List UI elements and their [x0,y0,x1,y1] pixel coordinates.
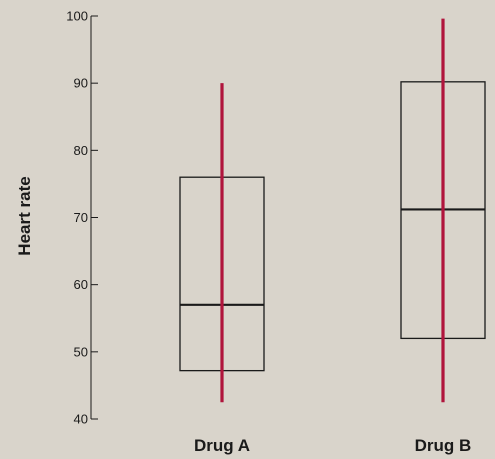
box-drug-b [400,18,486,403]
y-tick-label: 40 [74,412,88,427]
y-axis-title: Heart rate [15,176,34,255]
plot-area [179,18,486,403]
y-tick-label: 90 [74,76,88,91]
y-tick-label: 80 [74,143,88,158]
x-axis-categories: Drug A Drug B [194,436,471,455]
y-tick-label: 70 [74,210,88,225]
y-tick-label: 60 [74,277,88,292]
y-axis: 40 50 60 70 80 90 100 [66,9,98,427]
box-drug-a [179,83,265,403]
y-tick-label: 50 [74,344,88,359]
y-tick-label: 100 [66,9,88,24]
x-category-label: Drug B [415,436,472,455]
x-category-label: Drug A [194,436,250,455]
